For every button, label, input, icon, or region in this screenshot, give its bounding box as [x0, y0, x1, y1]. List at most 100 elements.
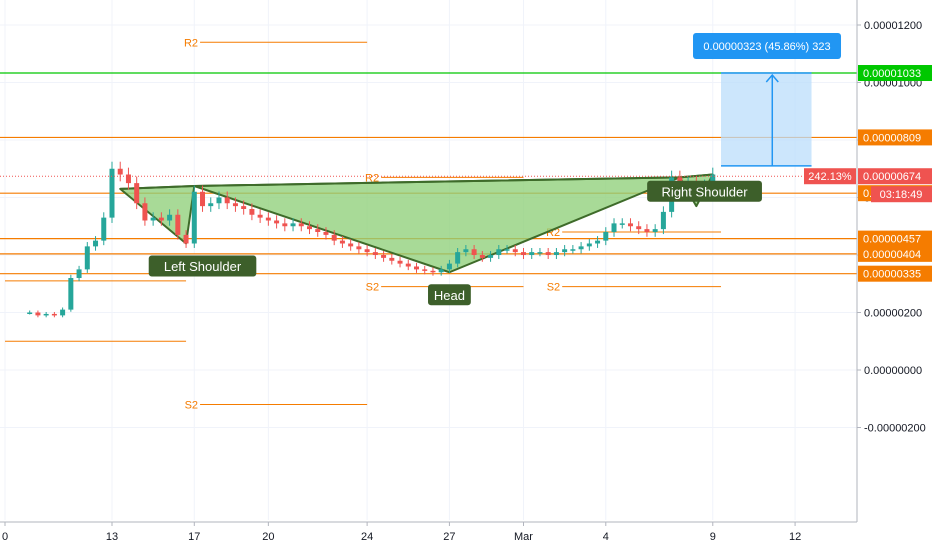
countdown-text: 03:18:49 [880, 189, 923, 201]
current-price-badge [858, 168, 932, 185]
pattern-label-text: Left Shoulder [164, 259, 242, 274]
candle-body [537, 252, 543, 254]
countdown-badge [871, 186, 932, 203]
pattern-label-box [148, 255, 257, 277]
candle-body [520, 252, 526, 255]
candle-body [265, 217, 271, 221]
level-price-text: 0.00000809 [863, 132, 921, 144]
candle-body [175, 214, 181, 235]
candle-body [603, 232, 609, 241]
candle-body [611, 223, 617, 232]
candle-body [372, 252, 378, 255]
candle-body [710, 174, 716, 186]
candle-body [660, 211, 666, 230]
x-tick-label: 12 [789, 531, 801, 543]
pattern-label-text: Head [434, 288, 465, 303]
level-price-badge [858, 129, 932, 146]
candle-body [364, 249, 370, 253]
x-axis[interactable]: 0 13 17 20 24 27 Mar 4 9 12 [0, 521, 857, 543]
candle-body [109, 168, 115, 218]
y-tick-label: 0.00001200 [864, 20, 922, 32]
x-tick-label: 27 [443, 531, 455, 543]
pivot-label: S2 [547, 282, 560, 294]
candle-body [216, 197, 222, 204]
candle-body [323, 232, 329, 235]
candle-body [496, 249, 502, 255]
candle-body [471, 249, 477, 255]
pivot-label: R2 [184, 37, 198, 49]
candle-body [117, 168, 123, 175]
measure-label-box [693, 33, 842, 60]
measure-tool[interactable]: 0.00000323 (45.86%) 323 [693, 33, 842, 167]
y-tick-label: -0.00000200 [864, 423, 926, 435]
candle-body [307, 226, 313, 230]
candle-body [595, 240, 601, 244]
candle-body [389, 257, 395, 261]
candle-body [331, 234, 337, 241]
pivot-label: S2 [366, 282, 379, 294]
candle-body [356, 246, 362, 250]
candle-body [208, 203, 214, 207]
candle-body [315, 229, 321, 232]
candle-body [158, 217, 164, 221]
candle-body [84, 246, 90, 270]
candle-body [636, 226, 642, 230]
candle-body [644, 229, 650, 232]
pattern-label-box [428, 284, 471, 306]
candle-body [529, 252, 535, 255]
candle-body [191, 191, 197, 244]
candle-body [200, 191, 206, 207]
x-tick-label: 9 [710, 531, 716, 543]
candle-body [479, 255, 485, 258]
candle-body [35, 312, 41, 316]
x-tick-label: 13 [106, 531, 118, 543]
candle-body [512, 249, 518, 253]
candle-body [578, 246, 584, 250]
candle-body [167, 214, 173, 221]
candle-body [232, 203, 238, 207]
measure-arrow-head [765, 73, 779, 83]
candle-body [619, 223, 625, 225]
candle-body [348, 243, 354, 247]
level-price-badge [858, 65, 932, 82]
change-badge [804, 168, 856, 185]
pattern-label-text: Right Shoulder [662, 184, 749, 199]
candle-body [397, 260, 403, 264]
y-tick-label: 0.00000000 [864, 365, 922, 377]
candle-body [381, 255, 387, 258]
candle-body [298, 223, 304, 227]
candle-body [504, 249, 510, 251]
candle-body [422, 269, 428, 271]
candle-body [68, 278, 74, 310]
candle-body [125, 174, 131, 184]
candle-body [150, 217, 156, 221]
candle-body [93, 240, 99, 247]
level-price-badge [858, 265, 932, 282]
pivot-label: R2 [365, 172, 379, 184]
candle-body [241, 206, 247, 209]
x-tick-label: 24 [361, 531, 373, 543]
candle-body [570, 249, 576, 251]
candle-body [134, 183, 140, 204]
candle-body [414, 266, 419, 270]
candle-body [652, 229, 658, 232]
pattern-labels: Left Shoulder Head Right Shoulder [148, 180, 762, 306]
candle-body [545, 252, 551, 255]
candle-body [627, 223, 633, 227]
candle-body [60, 309, 66, 316]
measure-area [721, 73, 812, 166]
candle-body [274, 220, 280, 224]
candle-body [183, 234, 189, 244]
candle-body [586, 243, 592, 247]
candle-body [463, 249, 469, 253]
pattern-label-box [647, 180, 762, 202]
candle-body [27, 312, 33, 314]
y-tick-label: 0.00000200 [864, 308, 922, 320]
candle-body [43, 313, 49, 316]
x-tick-label: 4 [603, 531, 609, 543]
candle-body [553, 252, 559, 255]
left-shoulder-triangle [119, 185, 196, 245]
level-price-badge [858, 245, 932, 262]
x-tick-label: 17 [188, 531, 200, 543]
